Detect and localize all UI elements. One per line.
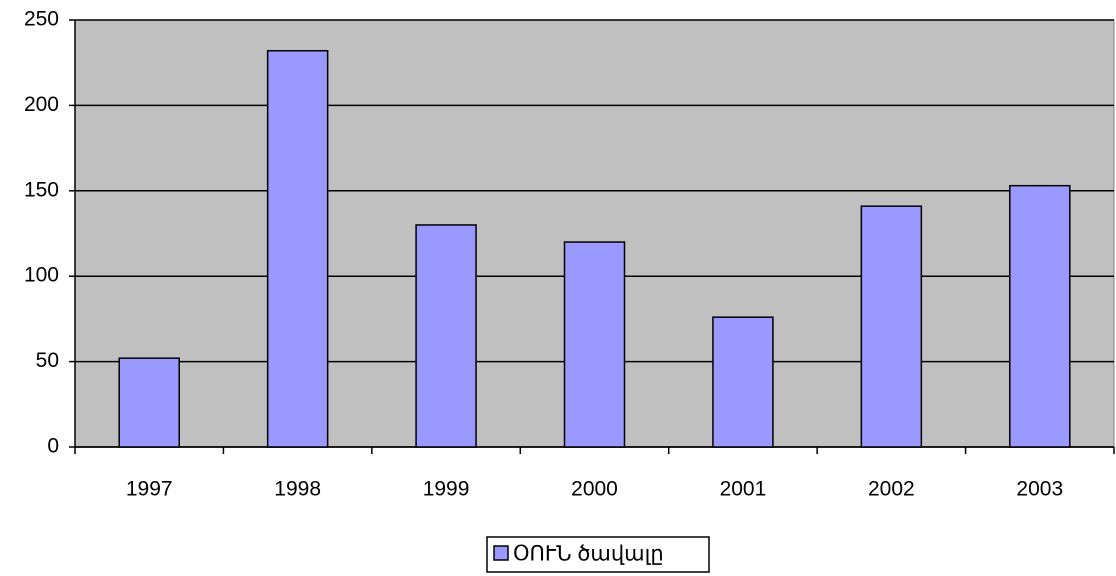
- bar: [266, 49, 329, 448]
- x-tick-label: 2001: [720, 478, 767, 501]
- x-tick-label: 1997: [126, 478, 173, 501]
- bar: [1009, 184, 1071, 448]
- x-tick-label: 2003: [1016, 478, 1063, 501]
- y-tick-label: 100: [24, 264, 59, 287]
- legend-box: [486, 536, 710, 573]
- y-tick-label: 200: [24, 93, 59, 116]
- y-tick-label: 50: [36, 349, 59, 372]
- x-tick-label: 2002: [868, 478, 915, 501]
- bar: [563, 241, 626, 448]
- legend-label: ՕՈՒՆ ծավալը: [513, 543, 664, 566]
- x-tick-label: 1998: [274, 478, 321, 501]
- bar: [118, 357, 180, 448]
- x-tick-label: 1999: [423, 478, 470, 501]
- legend-swatch: [493, 545, 509, 561]
- bar: [415, 224, 477, 448]
- bar: [860, 205, 923, 448]
- x-tick-label: 2000: [571, 478, 618, 501]
- y-tick-label: 250: [24, 8, 59, 31]
- y-tick-label: 0: [47, 435, 59, 458]
- bar: [712, 316, 774, 448]
- y-tick-label: 150: [24, 178, 59, 201]
